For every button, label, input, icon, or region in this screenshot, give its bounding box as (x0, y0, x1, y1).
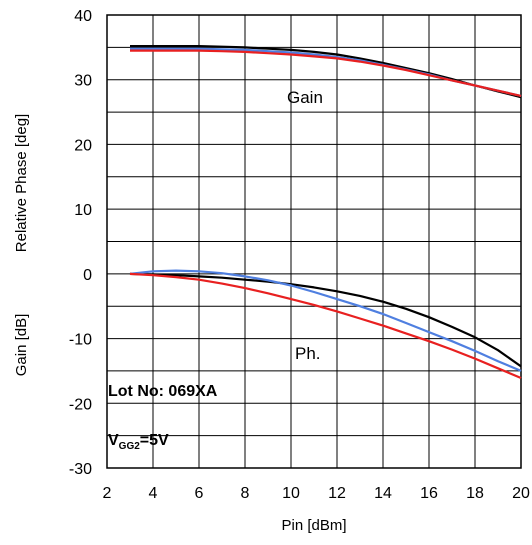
y-axis-title-gain: Gain [dB] (13, 314, 30, 377)
x-tick-label: 4 (149, 485, 158, 502)
x-tick-label: 6 (195, 485, 204, 502)
gain-series-line-2 (130, 49, 522, 97)
phase-series-line-4 (129, 269, 522, 372)
x-tick-label: 8 (241, 485, 250, 502)
x-axis-title: Pin [dBm] (281, 517, 346, 534)
gain-series-line-1 (130, 47, 522, 97)
x-tick-label: 16 (420, 485, 438, 502)
y-tick-label: 0 (83, 267, 92, 284)
y-tick-label: -10 (69, 332, 92, 349)
plot-frame (106, 14, 522, 469)
y-tick-label: 10 (74, 202, 92, 219)
y-axis-title-phase: Relative Phase [deg] (13, 114, 30, 252)
lot-number-label: Lot No: 069XA (108, 383, 218, 400)
x-tick-label: 20 (512, 485, 530, 502)
y-tick-label: -30 (69, 461, 92, 478)
x-tick-labels: 2 4 6 8 10 12 14 16 18 20 (103, 485, 530, 502)
y-tick-labels: 40 30 20 10 0 -10 -20 -30 (69, 8, 92, 478)
x-tick-label: 2 (103, 485, 112, 502)
gain-series-line-0 (130, 44, 522, 99)
y-tick-label: 30 (74, 73, 92, 90)
phase-series-line-5 (129, 272, 522, 380)
x-tick-label: 14 (374, 485, 392, 502)
gain-annotation: Gain (287, 88, 323, 107)
vgg-main: V (108, 432, 119, 449)
grid-lines (107, 15, 521, 468)
phase-annotation: Ph. (295, 344, 321, 363)
phase-series-line-3 (129, 272, 522, 368)
y-tick-label: 40 (74, 8, 92, 25)
x-tick-label: 12 (328, 485, 346, 502)
series-layer (129, 44, 522, 380)
y-tick-label: -20 (69, 396, 92, 413)
vgg-label: VGG2=5V (108, 432, 169, 452)
x-tick-label: 18 (466, 485, 484, 502)
vgg-value: =5V (140, 432, 169, 449)
y-tick-label: 20 (74, 137, 92, 154)
vgg-subscript: GG2 (119, 441, 141, 452)
x-tick-label: 10 (282, 485, 300, 502)
